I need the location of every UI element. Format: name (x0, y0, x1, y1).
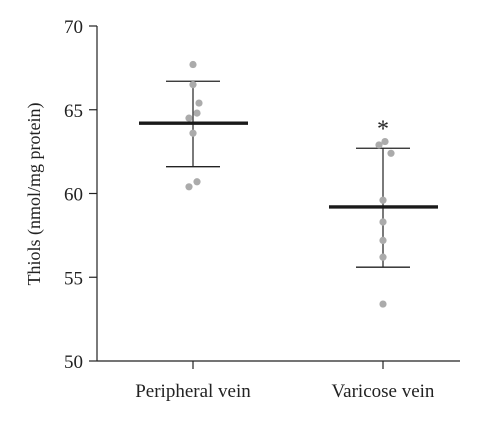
data-point (189, 60, 197, 69)
data-point (195, 99, 203, 107)
y-tick-label: 50 (64, 352, 83, 373)
data-point (193, 178, 201, 186)
data-point (379, 300, 387, 308)
data-point (379, 236, 387, 244)
x-category-label: Peripheral vein (135, 381, 251, 402)
y-tick-label: 60 (64, 185, 83, 206)
series-group (139, 60, 248, 191)
data-point (379, 218, 387, 226)
axes: 50 55 60 65 70 Peripheral vein Varicose vein (64, 17, 460, 402)
series-group: * (329, 116, 438, 308)
y-tick-label: 55 (64, 268, 83, 289)
data-point (379, 253, 387, 261)
data-point (189, 81, 197, 89)
data-point (387, 149, 395, 157)
data-point (185, 183, 193, 191)
data-point (375, 141, 383, 149)
y-axis-title: Thiols (nmol/mg protein) (24, 103, 45, 286)
plot-marks: * (139, 60, 438, 308)
data-point (381, 137, 389, 146)
data-point (189, 129, 197, 137)
y-tick-label: 65 (64, 101, 83, 122)
significance-marker: * (377, 116, 389, 142)
x-category-label: Varicose vein (332, 381, 435, 402)
data-point (185, 114, 193, 122)
y-tick-label: 70 (64, 17, 83, 38)
data-point (379, 196, 387, 204)
data-point (193, 109, 201, 117)
